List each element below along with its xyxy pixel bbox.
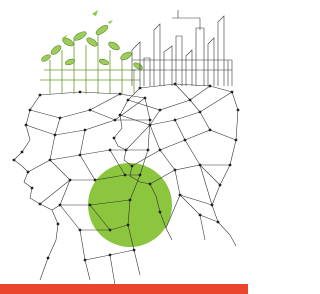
background: [0, 0, 248, 294]
illustration: [0, 0, 248, 294]
page: (() => { const data = JSON.parse(documen…: [0, 0, 248, 294]
bottom-bar: [0, 284, 248, 294]
